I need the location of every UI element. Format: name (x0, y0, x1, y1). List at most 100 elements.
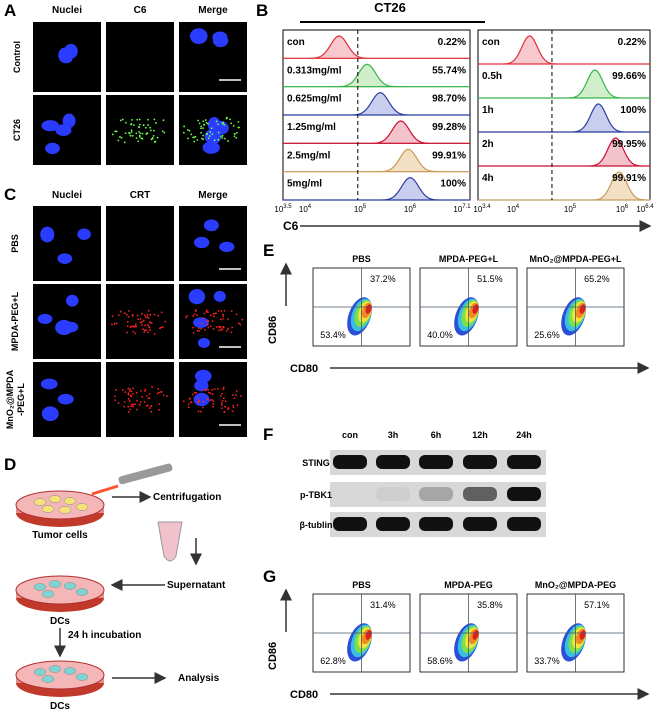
stain (114, 395, 116, 398)
nucleus (213, 290, 226, 302)
laser-pen (118, 463, 173, 485)
histogram-label: 4h (482, 173, 494, 184)
stain (209, 392, 212, 395)
stain (127, 410, 130, 413)
stain (215, 326, 218, 328)
tick-exponent: 6.4 (645, 204, 654, 210)
stain (134, 403, 136, 406)
stain (238, 126, 240, 129)
stain (119, 119, 122, 122)
stain (130, 325, 133, 328)
stain (224, 405, 227, 408)
stain (146, 313, 149, 316)
column-header: C6 (134, 5, 147, 16)
panel-letter: B (256, 1, 268, 20)
tick-exponent: 5 (363, 204, 367, 210)
lane-label: 6h (431, 430, 442, 440)
stain (125, 313, 128, 316)
stain (213, 315, 216, 318)
band (333, 455, 367, 469)
stain (162, 119, 165, 122)
quadrant-percent: 51.5% (477, 274, 503, 284)
stain (211, 320, 214, 323)
histogram-percent: 0.22% (438, 37, 466, 48)
nucleus (203, 219, 219, 232)
tick-label: 103.4 (473, 204, 491, 214)
tick-base: 10 (616, 205, 625, 214)
nucleus (55, 319, 73, 336)
panel-letter: D (4, 455, 16, 474)
stain (114, 399, 117, 402)
plot-title: MPDA-PEG (444, 580, 493, 590)
histogram-label: 5mg/ml (287, 179, 322, 190)
stain (134, 332, 137, 335)
stain (207, 311, 209, 313)
axis-label: CD80 (290, 363, 318, 375)
stain (117, 402, 120, 404)
nucleus (41, 120, 60, 132)
stain (154, 122, 157, 124)
stain (127, 387, 130, 390)
step-label: 24 h incubation (68, 630, 141, 641)
stain (147, 324, 149, 326)
scale-bar-label: 10 μm (220, 272, 240, 279)
stain (229, 118, 231, 121)
step-label: DCs (50, 616, 70, 627)
stain (198, 330, 201, 332)
stain (149, 313, 152, 316)
stain (230, 122, 233, 125)
stain (158, 403, 161, 405)
stain (207, 137, 210, 140)
histogram-label: 0.625mg/ml (287, 94, 342, 105)
stain (198, 122, 201, 125)
stain (206, 398, 209, 400)
band (419, 455, 453, 469)
axis-label: C6 (283, 219, 299, 233)
stain (154, 140, 157, 143)
tick-base: 10 (404, 205, 413, 214)
stain (148, 326, 151, 329)
stain (233, 397, 236, 400)
stain (188, 129, 191, 132)
stain (197, 400, 200, 403)
stain (202, 134, 205, 137)
stain (111, 323, 113, 326)
stain (129, 388, 132, 391)
stain (148, 407, 151, 410)
stain (200, 327, 202, 330)
histogram-label: 0.5h (482, 71, 502, 82)
axis-label: CD86 (267, 642, 279, 670)
stain (138, 123, 141, 126)
dish-medium (15, 575, 105, 605)
stain (121, 118, 124, 121)
stain (222, 315, 225, 318)
stain (127, 392, 130, 395)
stain (141, 320, 144, 323)
cell (63, 582, 77, 590)
nucleus (195, 369, 212, 383)
stain (147, 331, 149, 334)
stain (223, 411, 226, 413)
row-label: MnO₂@MPDA (5, 369, 15, 429)
stain (220, 135, 222, 138)
tick-base: 10 (299, 205, 308, 214)
stain (220, 401, 223, 404)
stain (241, 318, 244, 321)
stain (153, 313, 156, 316)
stain (123, 141, 126, 144)
step-label: Tumor cells (32, 530, 88, 541)
stain (230, 331, 233, 334)
protein-label: STING (302, 458, 330, 468)
protein-label: β-tublin (300, 520, 333, 530)
panel-letter: G (263, 567, 276, 586)
stain (209, 325, 212, 328)
quadrant-percent: 35.8% (477, 600, 503, 610)
tick-label: 104 (507, 204, 520, 214)
stain (138, 134, 141, 137)
stain (131, 313, 134, 316)
stain (239, 323, 242, 326)
row-label: MPDA-PEG+L (10, 291, 20, 351)
stain (183, 125, 186, 128)
stain (191, 393, 194, 396)
stain (130, 122, 133, 125)
